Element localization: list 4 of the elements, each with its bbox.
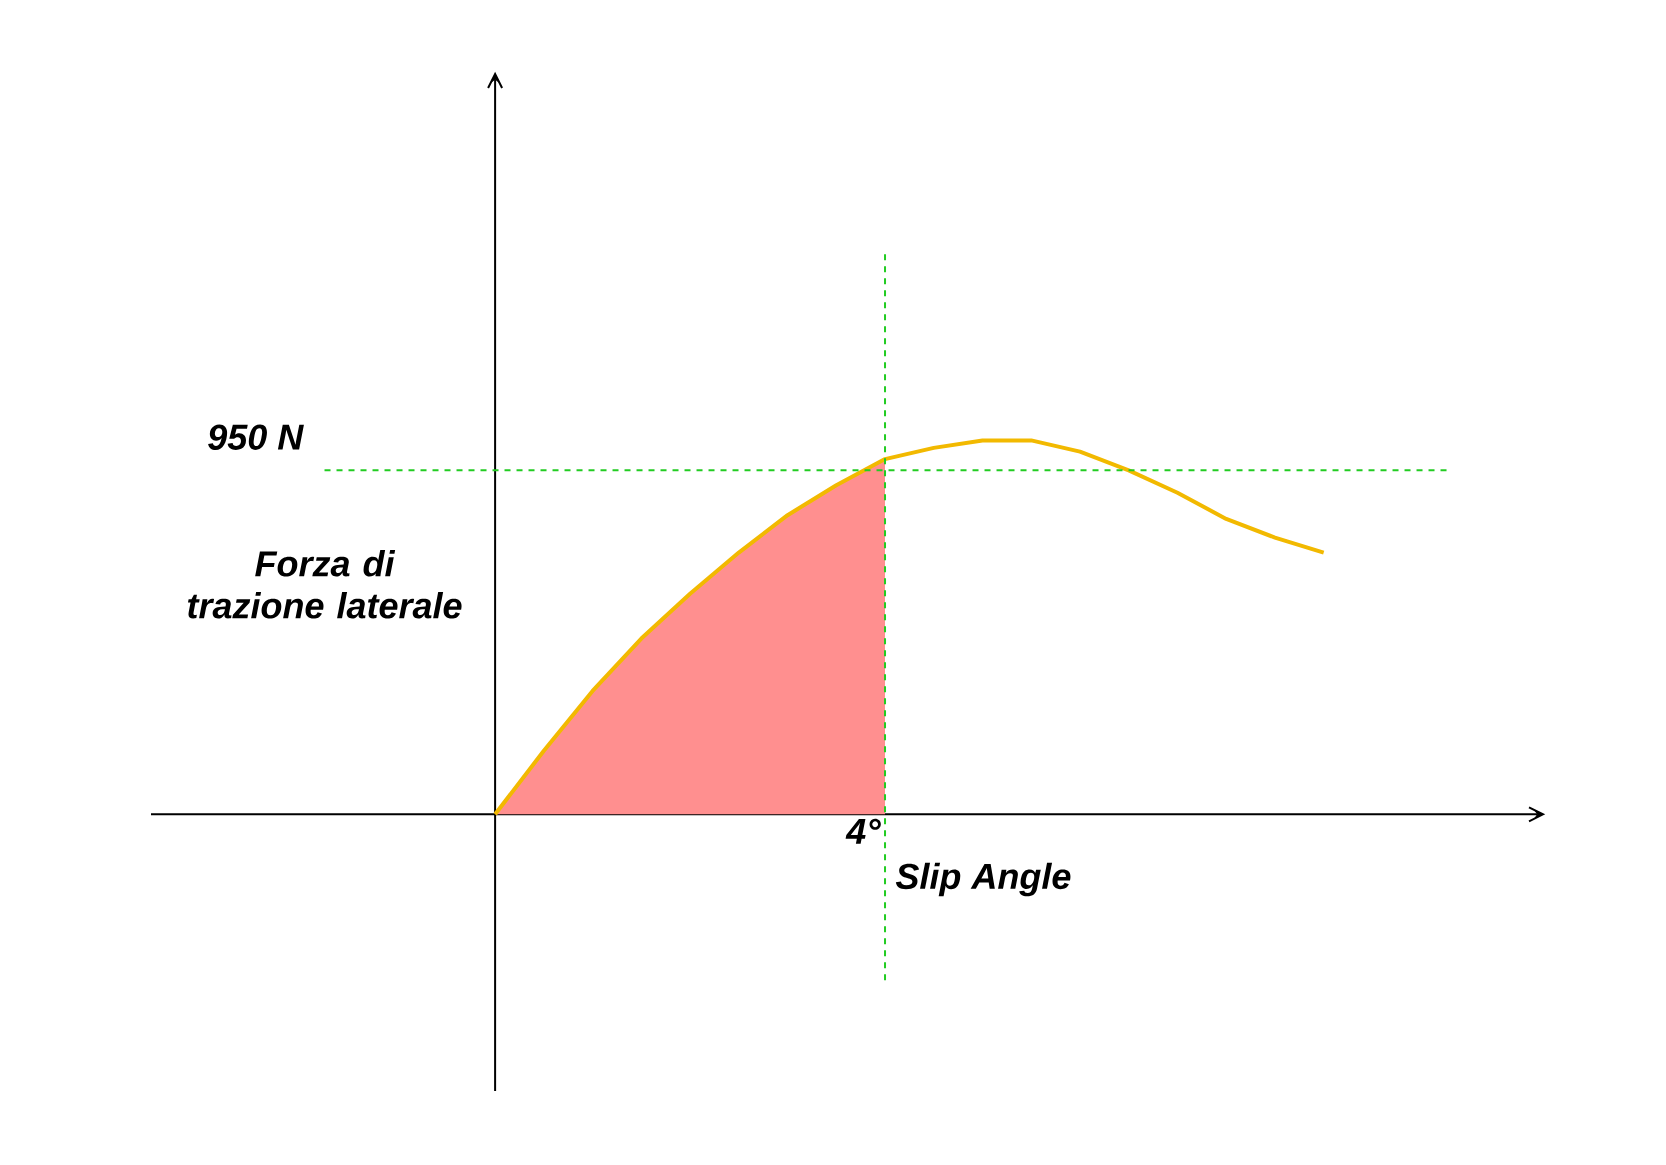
y-axis-title: Forza di trazione laterale bbox=[187, 550, 462, 619]
x-axis-title: Slip Angle bbox=[895, 862, 1071, 897]
text: 4° bbox=[845, 818, 881, 844]
ref-line-label: 950 N bbox=[208, 424, 304, 450]
